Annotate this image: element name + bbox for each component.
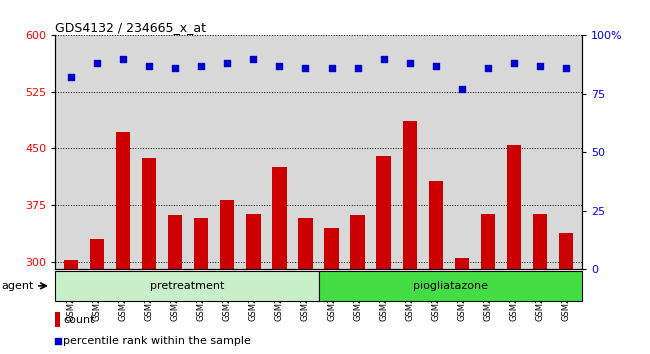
Point <box>196 63 207 69</box>
Bar <box>298 218 313 354</box>
Bar <box>168 215 182 354</box>
Point <box>378 56 389 62</box>
Bar <box>64 260 78 354</box>
Bar <box>116 132 130 354</box>
Point <box>248 56 259 62</box>
Bar <box>246 214 261 354</box>
Bar <box>455 258 469 354</box>
Text: pretreatment: pretreatment <box>150 281 224 291</box>
Point <box>561 65 571 71</box>
Bar <box>55 271 318 301</box>
Point <box>300 65 311 71</box>
Bar <box>55 312 60 327</box>
Bar <box>350 215 365 354</box>
Bar <box>220 200 235 354</box>
Bar <box>481 214 495 354</box>
Point <box>118 56 128 62</box>
Point <box>535 63 545 69</box>
Bar <box>90 239 104 354</box>
Bar <box>533 214 547 354</box>
Point <box>66 75 76 80</box>
Point <box>170 65 180 71</box>
Bar <box>559 233 573 354</box>
Point <box>404 61 415 66</box>
Point <box>483 65 493 71</box>
Bar <box>324 228 339 354</box>
Text: agent: agent <box>1 281 34 291</box>
Point <box>430 63 441 69</box>
Text: piogliatazone: piogliatazone <box>413 281 488 291</box>
Point <box>92 61 102 66</box>
Point <box>274 63 285 69</box>
Point <box>509 61 519 66</box>
Point <box>222 61 233 66</box>
Bar <box>318 271 582 301</box>
Point <box>326 65 337 71</box>
Bar <box>142 158 156 354</box>
Bar <box>402 121 417 354</box>
Text: percentile rank within the sample: percentile rank within the sample <box>63 336 251 346</box>
Point <box>352 65 363 71</box>
Bar <box>428 181 443 354</box>
Point <box>457 86 467 92</box>
Bar <box>376 156 391 354</box>
Text: GDS4132 / 234665_x_at: GDS4132 / 234665_x_at <box>55 21 206 34</box>
Bar <box>507 145 521 354</box>
Text: count: count <box>63 315 95 325</box>
Point <box>53 338 63 344</box>
Bar <box>272 167 287 354</box>
Bar <box>194 218 209 354</box>
Point <box>144 63 154 69</box>
